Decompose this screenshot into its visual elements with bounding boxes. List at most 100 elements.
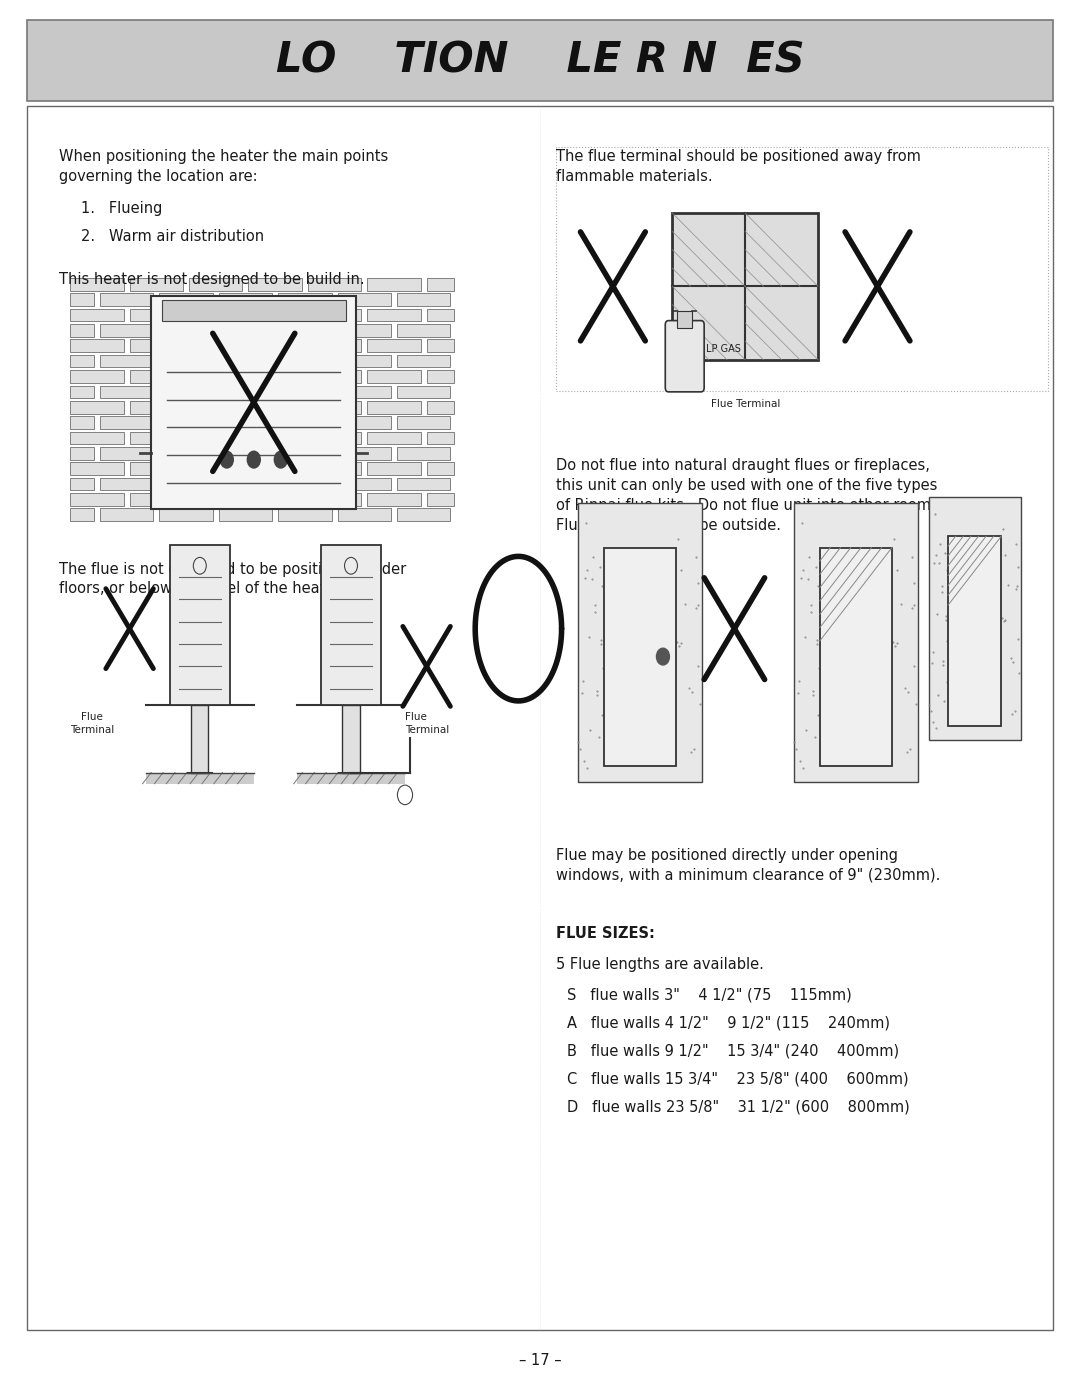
Bar [130, 370, 183, 383]
Bar [342, 705, 360, 773]
Bar [367, 401, 421, 414]
Bar [151, 296, 356, 509]
Bar [948, 536, 1001, 726]
Bar [929, 497, 1021, 740]
Bar [248, 432, 302, 444]
Bar [397, 447, 450, 460]
Bar [397, 509, 450, 521]
Bar [189, 339, 242, 352]
Bar [556, 147, 1048, 391]
Bar [337, 355, 391, 367]
Bar [248, 339, 302, 352]
Bar [279, 478, 332, 490]
Bar [160, 478, 213, 490]
Bar [218, 293, 272, 306]
Bar [248, 278, 302, 291]
Text: This heater is not designed to be build in.: This heater is not designed to be build … [59, 272, 365, 288]
Text: S   flue walls 3"    4 1/2" (75    115mm): S flue walls 3" 4 1/2" (75 115mm) [567, 988, 852, 1003]
Bar [27, 106, 1053, 1330]
Bar [604, 548, 676, 766]
Bar [189, 401, 242, 414]
Bar [151, 296, 356, 509]
Bar [367, 339, 421, 352]
Bar [70, 370, 123, 383]
Bar [794, 503, 918, 782]
Bar [427, 493, 454, 506]
Text: A   flue walls 4 1/2"    9 1/2" (115    240mm): A flue walls 4 1/2" 9 1/2" (115 240mm) [567, 1016, 890, 1031]
Bar [279, 293, 332, 306]
Bar [171, 545, 229, 705]
Text: Flue may be positioned directly under opening
windows, with a minimum clearance : Flue may be positioned directly under op… [556, 848, 941, 883]
Bar [160, 293, 213, 306]
Bar [367, 370, 421, 383]
Bar [820, 548, 892, 766]
Bar [337, 509, 391, 521]
Bar [578, 503, 702, 782]
Text: LO    TION    LE R N  ES: LO TION LE R N ES [275, 39, 805, 81]
Bar [70, 447, 94, 460]
Bar [100, 478, 153, 490]
Bar [130, 432, 183, 444]
Bar [100, 324, 153, 337]
Bar [70, 509, 94, 521]
Text: Do not flue into natural draught flues or fireplaces,
this unit can only be used: Do not flue into natural draught flues o… [556, 458, 944, 532]
Text: Flue
Terminal: Flue Terminal [70, 712, 113, 735]
Bar [367, 462, 421, 475]
Bar [189, 278, 242, 291]
Bar [248, 462, 302, 475]
Bar [218, 416, 272, 429]
Bar [248, 401, 302, 414]
Bar [672, 214, 819, 359]
Bar [397, 293, 450, 306]
Circle shape [247, 451, 260, 468]
Bar [160, 324, 213, 337]
Text: The flue is not designed to be positioned under
floors, or below the level of th: The flue is not designed to be positione… [59, 562, 407, 597]
Bar [218, 386, 272, 398]
Bar [279, 447, 332, 460]
Bar [100, 509, 153, 521]
Text: When positioning the heater the main points
governing the location are:: When positioning the heater the main poi… [59, 149, 389, 184]
Circle shape [274, 451, 287, 468]
Bar [427, 401, 454, 414]
Bar [100, 386, 153, 398]
Bar [337, 324, 391, 337]
Bar [130, 462, 183, 475]
Bar [248, 370, 302, 383]
Bar [70, 478, 94, 490]
Bar [146, 773, 254, 784]
Bar [297, 773, 405, 784]
Bar [218, 509, 272, 521]
Bar [100, 447, 153, 460]
Bar [308, 278, 361, 291]
Bar [189, 309, 242, 321]
Bar [279, 416, 332, 429]
Text: Flue
Terminal: Flue Terminal [405, 712, 449, 735]
Bar [279, 324, 332, 337]
Bar [427, 432, 454, 444]
Bar [248, 309, 302, 321]
Text: C   flue walls 15 3/4"    23 5/8" (400    600mm): C flue walls 15 3/4" 23 5/8" (400 600mm) [567, 1071, 908, 1087]
Bar [70, 278, 123, 291]
Bar [70, 339, 123, 352]
Bar [160, 416, 213, 429]
Bar [160, 386, 213, 398]
Bar [70, 386, 94, 398]
Bar [308, 370, 361, 383]
Bar [337, 386, 391, 398]
Bar [130, 493, 183, 506]
Bar [162, 300, 346, 321]
Bar [427, 309, 454, 321]
Bar [427, 278, 454, 291]
Bar [677, 312, 692, 328]
Bar [70, 293, 94, 306]
Bar [100, 355, 153, 367]
Bar [160, 447, 213, 460]
Text: B   flue walls 9 1/2"    15 3/4" (240    400mm): B flue walls 9 1/2" 15 3/4" (240 400mm) [567, 1044, 900, 1059]
Bar [218, 447, 272, 460]
Bar [427, 370, 454, 383]
Bar [397, 324, 450, 337]
Bar [160, 355, 213, 367]
Text: The flue terminal should be positioned away from
flammable materials.: The flue terminal should be positioned a… [556, 149, 921, 184]
Bar [70, 493, 123, 506]
Bar [337, 416, 391, 429]
